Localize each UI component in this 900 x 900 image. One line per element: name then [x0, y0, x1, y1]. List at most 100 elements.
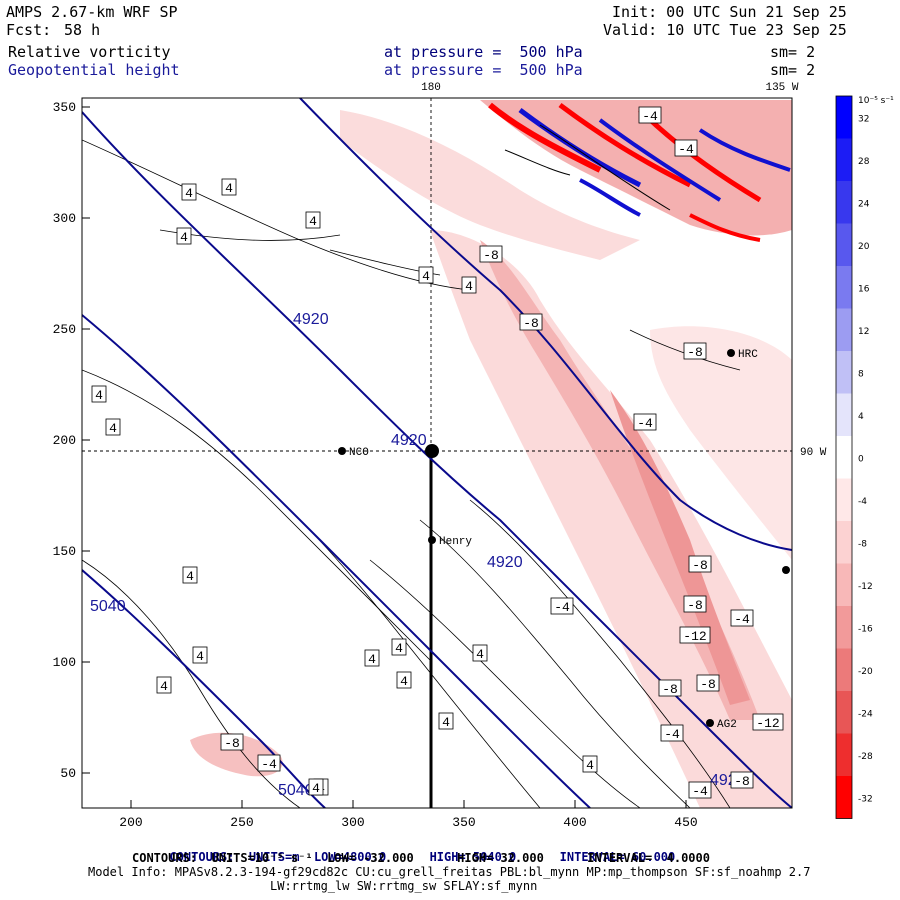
negative-vorticity-band-light — [430, 230, 792, 808]
vorticity-label-negative-box — [683, 595, 707, 613]
station-dot-nco — [338, 447, 346, 455]
height-label: 5040 — [90, 598, 126, 615]
init-time: Init: 00 UTC Sun 21 Sep 25 — [612, 3, 847, 21]
colorbar-tick-label: 8 — [858, 369, 864, 379]
vorticity-label-positive: 4 — [465, 279, 473, 294]
y-tick-label: 50 — [60, 766, 76, 781]
vorticity-label-negative-box — [752, 713, 784, 731]
vorticity-label-positive-box — [418, 266, 434, 284]
station-label-ag2: AG2 — [717, 719, 737, 731]
y-tick-label: 300 — [53, 211, 76, 226]
height-label: 4920 — [487, 554, 523, 571]
vorticity-label-negative: -8 — [483, 248, 499, 263]
colorbar-tick-label: -20 — [858, 667, 873, 677]
vorticity-label-negative: -4 — [734, 612, 750, 627]
colorbar-segment — [836, 776, 852, 819]
y-axis-labels: 350 300 250 200 150 100 50 — [53, 100, 76, 781]
x-axis-labels: 200 250 300 350 400 450 — [119, 815, 697, 830]
colorbar-segment — [836, 96, 852, 139]
vorticity-label-negative: -8 — [692, 558, 708, 573]
colorbar-tick-label: 16 — [858, 284, 870, 294]
vorticity-label-negative-box — [220, 733, 244, 751]
colorbar-segment — [836, 181, 852, 224]
vorticity-label-positive-box — [308, 778, 324, 796]
plot-frame — [81, 97, 793, 809]
colorbar-segment — [836, 351, 852, 394]
vorticity-label-negative-box — [660, 724, 684, 742]
height-contours-interval: 60.000 — [631, 850, 676, 864]
colorbar-segment — [836, 606, 852, 649]
station-label-henry: Henry — [439, 536, 472, 548]
height-contour-4860 — [299, 98, 792, 551]
longitude-label-135w: 135 W — [765, 82, 798, 94]
field1-smoothing: sm= 2 — [770, 43, 816, 61]
vorticity-label-positive-box — [391, 638, 407, 656]
vorticity-label-positive: 4 — [196, 649, 204, 664]
colorbar-unit-label: 10⁻⁵ s⁻¹ — [858, 96, 894, 106]
vorticity-label-negative: -8 — [700, 677, 716, 692]
height-contours-prefix: CONTOURS: UNITS=m LOW= — [169, 850, 343, 864]
vorticity-label-positive: 4 — [442, 715, 450, 730]
vorticity-label-negative-box — [257, 754, 281, 772]
vorticity-label-negative: -8 — [224, 736, 240, 751]
vorticity-label-positive-box — [221, 178, 237, 196]
vorticity-label-negative-box — [683, 342, 707, 360]
station-markers: NCO HRC Henry AG2 — [338, 349, 790, 731]
field1-name: Relative vorticity — [8, 43, 171, 61]
vorticity-label-negative-box — [730, 609, 754, 627]
vorticity-label-negative: -8 — [734, 774, 750, 789]
geopotential-height-contours — [82, 98, 792, 808]
vorticity-label-positive: 4 — [186, 569, 194, 584]
vorticity-label-negative: -12 — [683, 629, 706, 644]
vorticity-label-positive-box — [582, 755, 598, 773]
vorticity-label-negative-box — [633, 413, 657, 431]
vorticity-label-negative: -4 — [554, 600, 570, 615]
vorticity-label-positive-box — [156, 676, 172, 694]
vorticity-contours-info: CONTOURS: UNITS=10⁻⁵ s⁻¹ LOW= -32.000 HI… — [132, 851, 710, 865]
height-contour-4980 — [82, 314, 591, 808]
vorticity-label-negative: -8 — [523, 316, 539, 331]
vorticity-label-negative: -4 — [664, 727, 680, 742]
colorbar-segment — [836, 266, 852, 309]
colorbar-segment — [836, 733, 852, 776]
negative-vorticity-east-patch — [650, 326, 792, 560]
valid-time: Valid: 10 UTC Tue 23 Sep 25 — [603, 21, 847, 39]
vorticity-label-positive-box — [461, 276, 477, 294]
colorbar-segment — [836, 436, 852, 479]
height-label: 4920 — [391, 432, 427, 449]
colorbar-tick-label: 32 — [858, 114, 869, 124]
colorbar-tick-label: -8 — [858, 539, 867, 549]
height-contours-high: 5040.0 — [472, 850, 517, 864]
vorticity-label-negative: -12 — [756, 716, 779, 731]
vorticity-label-positive-box — [472, 644, 488, 662]
colorbar-frame — [835, 95, 853, 819]
x-tick-label: 250 — [230, 815, 253, 830]
height-contours-low: 4800.0 — [342, 850, 387, 864]
vorticity-label-positive-box — [364, 649, 380, 667]
vorticity-label-positive: 4 — [225, 181, 233, 196]
x-tick-label: 350 — [452, 815, 475, 830]
station-dot-ag2 — [706, 719, 714, 727]
colorbar-tick-label: -32 — [858, 794, 873, 804]
vorticity-label-negative: -4 — [692, 784, 708, 799]
y-tick-label: 350 — [53, 100, 76, 115]
vorticity-label-positive: 4 — [400, 674, 408, 689]
vorticity-label-negative: -4 — [678, 142, 694, 157]
vorticity-label-negative: -4 — [637, 416, 653, 431]
colorbar-tick-label: -12 — [858, 582, 873, 592]
vorticity-label-negative-box — [679, 626, 711, 644]
forecast-label: Fcst: — [6, 21, 52, 39]
colorbar-segment — [836, 563, 852, 606]
height-contour-4920 — [82, 111, 792, 808]
vorticity-label-negative: -4 — [261, 757, 277, 772]
x-axis-ticks — [130, 800, 687, 808]
height-contours-high-label: HIGH= — [429, 850, 466, 864]
field2-level: at pressure = 500 hPa — [384, 61, 583, 79]
vorticity-label-positive: 4 — [422, 269, 430, 284]
vorticity-label-negative-box — [688, 555, 712, 573]
vorticity-label-positive-box — [182, 566, 198, 584]
vorticity-label-negative: -4 — [642, 109, 658, 124]
station-label-hrc: HRC — [738, 349, 758, 361]
colorbar-segment — [836, 691, 852, 734]
